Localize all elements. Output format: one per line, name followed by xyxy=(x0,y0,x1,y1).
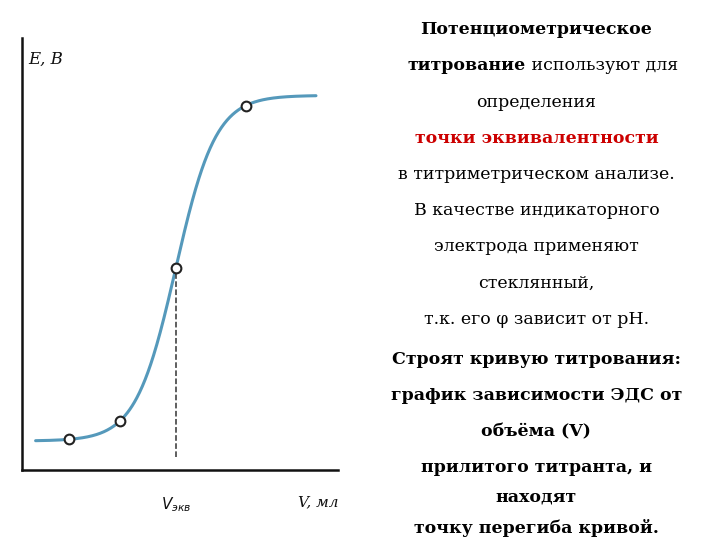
Text: точки эквивалентности: точки эквивалентности xyxy=(415,130,658,147)
Text: точку перегиба кривой.: точку перегиба кривой. xyxy=(414,519,659,537)
Text: график зависимости ЭДС от: график зависимости ЭДС от xyxy=(391,387,682,404)
Text: Строят кривую титрования:: Строят кривую титрования: xyxy=(392,350,681,368)
Text: E, В: E, В xyxy=(28,51,63,68)
Text: в титриметрическом анализе.: в титриметрическом анализе. xyxy=(398,166,675,183)
Text: определения: определения xyxy=(477,93,596,111)
Text: электрода применяют: электрода применяют xyxy=(434,238,639,255)
Text: V, мл: V, мл xyxy=(298,496,338,510)
Text: титрование: титрование xyxy=(408,57,526,75)
Text: стеклянный,: стеклянный, xyxy=(478,274,595,292)
Text: т.к. его φ зависит от pH.: т.к. его φ зависит от pH. xyxy=(424,310,649,328)
Text: В качестве индикаторного: В качестве индикаторного xyxy=(413,202,660,219)
Text: Потенциометрическое: Потенциометрическое xyxy=(420,21,652,38)
Text: объёма (V): объёма (V) xyxy=(482,423,591,440)
Text: используют для: используют для xyxy=(526,57,678,75)
Text: находят: находят xyxy=(496,488,577,505)
Text: прилитого титранта, и: прилитого титранта, и xyxy=(420,459,652,476)
Text: $V_{экв}$: $V_{экв}$ xyxy=(161,496,191,515)
